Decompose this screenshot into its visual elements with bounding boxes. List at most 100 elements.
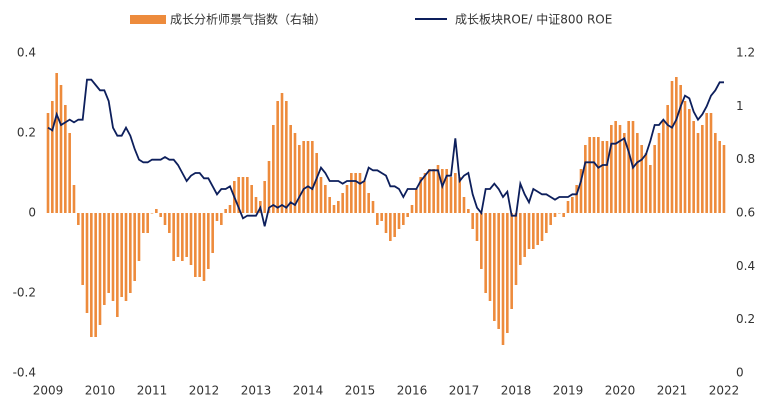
legend-label: 成长分析师景气指数（右轴）	[170, 12, 326, 27]
bar	[367, 193, 370, 213]
line	[47, 78, 724, 227]
bar	[81, 213, 84, 285]
bar	[246, 177, 249, 213]
bar	[636, 133, 639, 213]
bar	[155, 209, 158, 213]
bar	[575, 185, 578, 213]
bar	[402, 213, 405, 225]
bar	[696, 133, 700, 213]
bar	[272, 125, 275, 213]
bar	[181, 213, 184, 261]
bar	[540, 213, 544, 241]
bar	[55, 73, 58, 213]
bar	[475, 213, 479, 241]
bar	[397, 213, 401, 229]
bar	[150, 213, 154, 214]
x-tick-label: 2016	[397, 384, 428, 398]
bar	[523, 213, 526, 257]
bar	[90, 213, 93, 337]
bar	[618, 125, 622, 213]
bar	[137, 213, 141, 261]
bar	[670, 81, 674, 213]
bar	[98, 213, 102, 325]
bar	[640, 145, 643, 213]
bar	[406, 213, 409, 217]
bar	[510, 213, 513, 309]
bar	[454, 173, 457, 213]
bar	[610, 125, 613, 213]
bar	[718, 141, 721, 213]
y2-tick-label: 0.2	[736, 312, 755, 326]
x-tick-label: 2019	[553, 384, 584, 398]
bar	[566, 201, 570, 213]
bar	[306, 141, 310, 213]
bar	[584, 145, 587, 213]
bar	[341, 193, 344, 213]
bar	[354, 173, 357, 213]
bar	[176, 213, 180, 257]
y-tick-label: 0.4	[17, 46, 36, 60]
bar	[562, 213, 565, 217]
bar	[644, 153, 648, 213]
bar	[194, 213, 197, 277]
bar	[692, 121, 695, 213]
bar	[185, 213, 188, 257]
x-tick-label: 2022	[709, 384, 740, 398]
bar	[410, 205, 414, 213]
x-tick-label: 2018	[501, 384, 532, 398]
bar	[64, 105, 67, 213]
bar	[350, 173, 353, 213]
y-tick-label: 0	[28, 206, 36, 220]
bar	[142, 213, 145, 233]
bar	[302, 141, 305, 213]
bar	[328, 197, 331, 213]
bar	[207, 213, 210, 269]
y2-tick-label: 0.8	[736, 152, 755, 166]
bar	[666, 105, 669, 213]
bar	[380, 213, 383, 221]
x-tick-label: 2015	[345, 384, 376, 398]
x-tick-label: 2010	[85, 384, 116, 398]
bar	[419, 177, 422, 213]
bar	[146, 213, 149, 233]
bar	[371, 201, 375, 213]
bar	[519, 213, 522, 265]
bar	[679, 85, 682, 213]
bar	[172, 213, 175, 261]
bar	[133, 213, 136, 281]
bar	[168, 213, 171, 233]
bar	[220, 213, 223, 225]
bar	[46, 113, 50, 213]
bar	[458, 177, 461, 213]
bar	[198, 213, 201, 277]
bar	[237, 177, 240, 213]
bar	[683, 101, 687, 213]
bar	[588, 137, 591, 213]
bar	[51, 101, 54, 213]
bar	[553, 213, 557, 217]
bar	[267, 161, 271, 213]
bar	[358, 173, 362, 213]
bar	[592, 137, 596, 213]
legend-label: 成长板块ROE/ 中证800 ROE	[455, 12, 612, 27]
bar	[571, 197, 574, 213]
bar	[480, 213, 483, 269]
bar	[129, 213, 132, 293]
bar	[111, 213, 115, 301]
y2-tick-label: 1.2	[736, 46, 755, 60]
bar	[484, 213, 487, 293]
bar	[241, 177, 245, 213]
x-tick-label: 2013	[241, 384, 272, 398]
bar	[120, 213, 123, 297]
bar	[549, 213, 552, 225]
x-tick-label: 2012	[189, 384, 220, 398]
bar	[514, 213, 518, 285]
bar	[159, 213, 162, 217]
y-tick-label: 0.2	[17, 126, 36, 140]
bar	[579, 169, 583, 213]
bar	[705, 113, 708, 213]
bar	[605, 141, 609, 213]
bar	[488, 213, 492, 301]
x-tick-label: 2009	[33, 384, 64, 398]
